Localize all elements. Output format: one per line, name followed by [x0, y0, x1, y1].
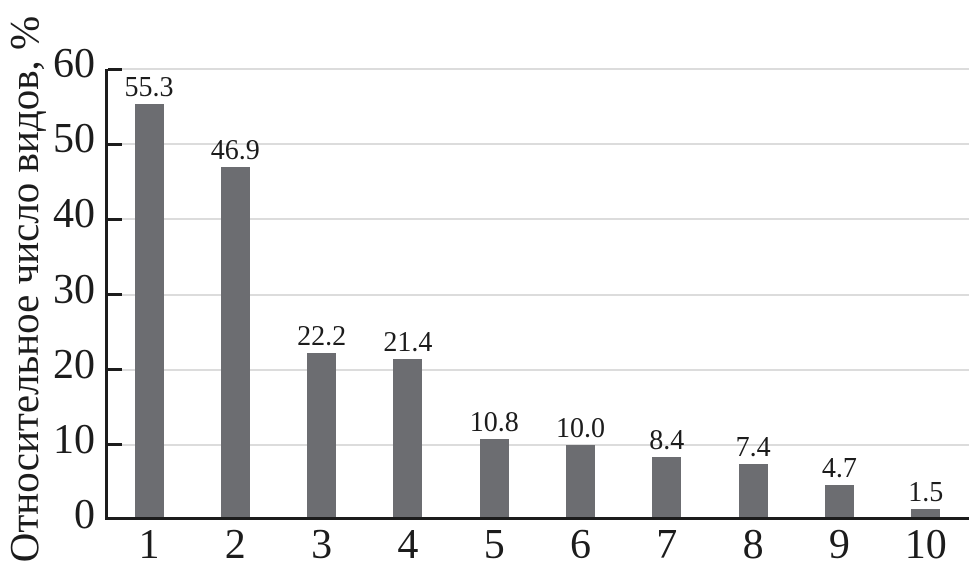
- x-tick-label: 5: [483, 522, 505, 568]
- y-tick-label: 50: [53, 116, 95, 163]
- y-tick-label: 40: [53, 191, 95, 238]
- x-tick-label: 7: [656, 522, 678, 568]
- bar: [134, 104, 164, 517]
- y-tick-label: 60: [53, 41, 95, 87]
- gridline: [108, 68, 969, 70]
- x-tick-label: 6: [570, 522, 591, 568]
- y-tick-label: 30: [53, 266, 95, 313]
- bar-value-label: 1.5: [908, 476, 944, 508]
- bar: [566, 444, 595, 517]
- y-tick-label: 10: [53, 416, 95, 463]
- x-tick-label: 2: [224, 522, 246, 568]
- bar-value-label: 22.2: [297, 321, 347, 353]
- bar: [220, 167, 250, 517]
- gridline: [108, 368, 969, 371]
- x-tick-label: 8: [742, 522, 764, 568]
- x-axis-line: [105, 517, 969, 520]
- bar-value-label: 7.4: [735, 432, 771, 464]
- gridline: [108, 293, 969, 296]
- x-tick-label: 10: [904, 522, 947, 568]
- bar-value-label: 8.4: [649, 424, 685, 456]
- plot-area: [108, 67, 969, 517]
- bar-value-label: 21.4: [383, 327, 433, 359]
- bar-value-label: 55.3: [124, 72, 174, 104]
- y-tick-label: 0: [74, 492, 95, 538]
- y-tick-mark: [108, 142, 122, 146]
- x-tick-label: 4: [397, 522, 419, 568]
- gridline: [108, 143, 969, 146]
- bar-value-label: 4.7: [821, 452, 857, 484]
- bar-value-label: 10.8: [469, 406, 519, 438]
- bar: [652, 456, 682, 517]
- y-tick-mark: [108, 67, 122, 71]
- y-tick-mark: [108, 368, 122, 372]
- bar: [479, 438, 509, 517]
- x-tick-label: 3: [311, 522, 333, 568]
- y-axis-line: [105, 69, 108, 520]
- y-tick-mark: [108, 293, 122, 296]
- bar: [307, 353, 337, 517]
- gridline: [108, 443, 969, 446]
- bar: [393, 359, 423, 517]
- gridline: [108, 218, 969, 221]
- x-tick-label: 1: [138, 522, 160, 568]
- y-tick-mark: [108, 217, 122, 221]
- bar: [824, 484, 854, 517]
- bar-value-label: 10.0: [556, 412, 605, 444]
- bar: [738, 464, 768, 517]
- y-tick-mark: [108, 443, 122, 447]
- bar-value-label: 46.9: [210, 135, 260, 167]
- x-tick-label: 9: [828, 522, 850, 568]
- bar: [911, 508, 941, 517]
- y-tick-label: 20: [53, 341, 95, 388]
